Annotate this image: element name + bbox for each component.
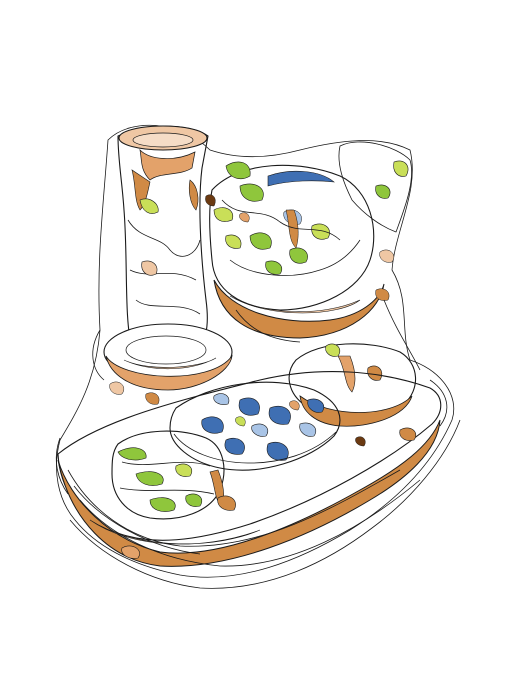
sketch-lines bbox=[55, 299, 448, 495]
warm-accents bbox=[109, 381, 417, 559]
side-dish bbox=[288, 343, 417, 427]
garnish-cluster bbox=[338, 141, 412, 301]
glass-drip bbox=[139, 148, 196, 181]
outer-contour bbox=[56, 124, 454, 578]
glass-saucer bbox=[103, 323, 233, 391]
tall-glass bbox=[117, 125, 209, 358]
serving-tray bbox=[57, 371, 442, 567]
sandwich bbox=[111, 430, 225, 520]
outer-contour-echo bbox=[69, 419, 461, 589]
tray-edge bbox=[57, 419, 441, 567]
blue-patterned-dish bbox=[169, 381, 341, 471]
bowl-rim bbox=[213, 279, 385, 339]
salad-bowl bbox=[205, 161, 385, 339]
